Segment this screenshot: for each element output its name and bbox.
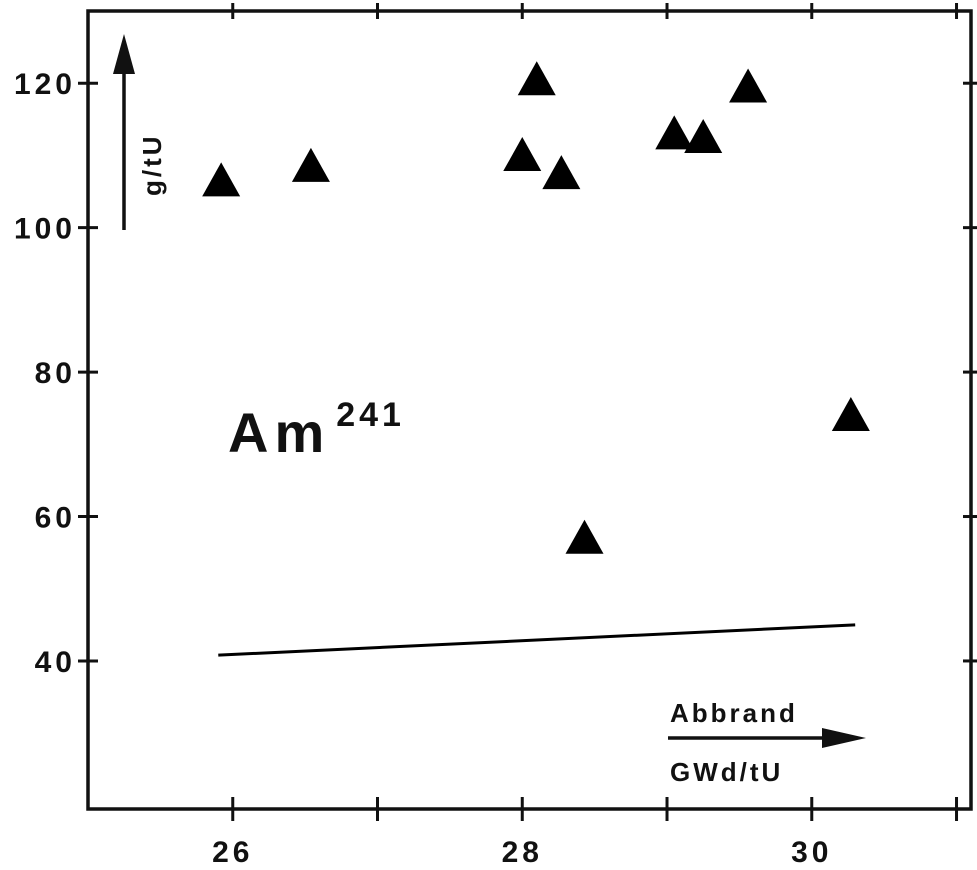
trend-line [218, 623, 856, 657]
x-axis-title: Abbrand [670, 698, 798, 728]
isotope-symbol: Am [228, 401, 330, 464]
data-point-triangle [684, 118, 723, 153]
y-unit-arrowhead [113, 34, 135, 74]
y-tick-label: 80 [35, 357, 76, 390]
data-point-triangle [565, 519, 604, 554]
y-tick-label: 60 [35, 502, 76, 535]
axis-ticks [78, 3, 977, 821]
y-tick-label: 40 [35, 646, 76, 679]
isotope-label: Am 241 [228, 396, 405, 464]
data-point-triangle [655, 115, 694, 150]
data-point-triangle [542, 155, 581, 190]
x-tick-label: 28 [502, 836, 543, 869]
data-point-triangle [517, 61, 556, 96]
data-point-triangle [831, 397, 870, 432]
data-point-triangle [202, 162, 241, 197]
y-tick-label: 100 [14, 213, 76, 246]
y-unit-label: g/tU [137, 133, 167, 196]
x-tick-label: 30 [791, 836, 832, 869]
plot-frame [86, 9, 973, 811]
data-point-triangle [291, 147, 330, 182]
y-tick-label: 120 [14, 68, 76, 101]
x-tick-label: 26 [212, 836, 253, 869]
x-unit-arrowhead [822, 728, 866, 748]
data-point-triangle [729, 68, 768, 103]
data-point-triangle [503, 137, 542, 172]
data-series [202, 61, 870, 657]
tick-labels: 26 28 30 40 60 80 100 120 [14, 68, 832, 869]
x-unit-label: GWd/tU [670, 757, 783, 787]
isotope-mass: 241 [336, 396, 405, 434]
